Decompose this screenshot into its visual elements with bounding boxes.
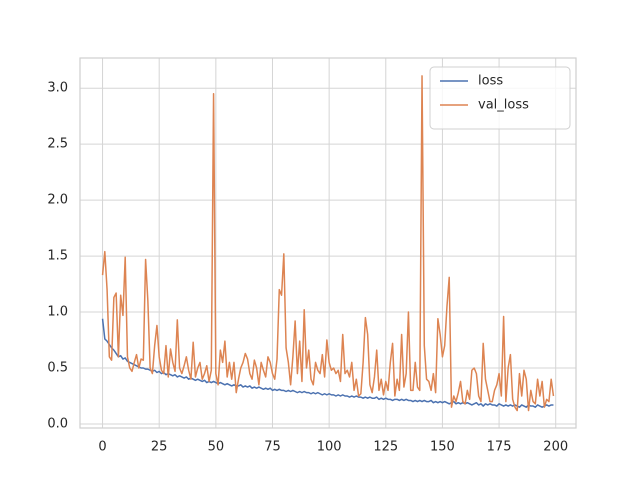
y-tick-label: 1.5 xyxy=(47,249,68,264)
legend-box xyxy=(429,66,571,130)
y-tick-label: 2.0 xyxy=(47,193,68,208)
x-tick-label: 200 xyxy=(543,440,568,455)
x-tick-label: 0 xyxy=(98,440,106,455)
x-tick-label: 50 xyxy=(208,440,225,455)
x-tick-label: 125 xyxy=(373,440,398,455)
line-0 xyxy=(101,318,554,408)
y-tick-label: 3.0 xyxy=(47,81,68,96)
y-tick-label: 0.0 xyxy=(47,416,68,431)
x-tick-label: 150 xyxy=(430,440,455,455)
x-tick-label: 100 xyxy=(317,440,342,455)
y-tick-label: 1.0 xyxy=(47,305,68,320)
legend-label: loss xyxy=(478,74,503,89)
y-tick-label: 0.5 xyxy=(47,361,68,376)
x-tick-label: 75 xyxy=(264,440,281,455)
x-tick-label: 25 xyxy=(151,440,168,455)
plot-frame xyxy=(79,57,577,429)
legend: loss val_loss xyxy=(429,66,571,130)
line-1 xyxy=(101,75,555,412)
x-tick-label: 175 xyxy=(487,440,512,455)
y-tick-label: 2.5 xyxy=(47,137,68,152)
legend-label: val_loss xyxy=(478,98,529,113)
